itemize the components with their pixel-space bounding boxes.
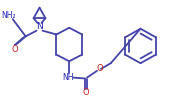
Text: O: O: [83, 88, 89, 97]
Text: O: O: [97, 64, 103, 73]
Text: NH₂: NH₂: [2, 11, 16, 20]
Text: O: O: [11, 45, 18, 54]
Text: N: N: [36, 22, 43, 31]
Text: NH: NH: [62, 73, 74, 82]
